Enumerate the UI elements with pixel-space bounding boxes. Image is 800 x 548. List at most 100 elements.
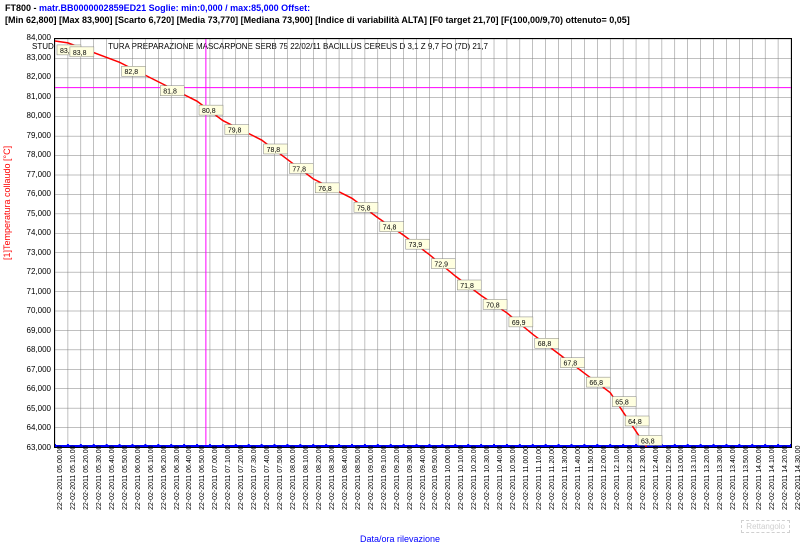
svg-text:76,8: 76,8: [318, 186, 332, 193]
x-tick-label: 22-02-2011 11.00.00: [523, 450, 530, 510]
x-tick-label: 22-02-2011 06.20.00: [161, 450, 168, 510]
svg-text:75,8: 75,8: [357, 205, 371, 212]
svg-text:83,8: 83,8: [73, 50, 87, 57]
y-tick-label: 72,000: [11, 267, 51, 276]
x-tick-label: 22-02-2011 12.00.00: [601, 450, 608, 510]
x-tick-label: 22-02-2011 05.50.00: [122, 450, 129, 510]
x-tick-label: 22-02-2011 05.30.00: [96, 450, 103, 510]
svg-text:80,8: 80,8: [202, 108, 216, 115]
x-tick-label: 22-02-2011 06.50.00: [199, 450, 206, 510]
y-tick-label: 73,000: [11, 248, 51, 257]
y-tick-label: 80,000: [11, 111, 51, 120]
x-tick-label: 22-02-2011 14.30.00: [795, 450, 800, 510]
y-tick-label: 84,000: [11, 33, 51, 42]
svg-text:63,8: 63,8: [641, 438, 655, 445]
svg-text:68,8: 68,8: [538, 341, 552, 348]
chart-plot-area: 83,983,882,881,880,879,878,877,876,875,8…: [54, 38, 792, 448]
y-tick-label: 69,000: [11, 326, 51, 335]
svg-text:82,8: 82,8: [125, 69, 139, 76]
y-tick-label: 81,000: [11, 92, 51, 101]
y-tick-label: 77,000: [11, 170, 51, 179]
y-tick-label: 76,000: [11, 189, 51, 198]
x-tick-label: 22-02-2011 09.30.00: [407, 450, 414, 510]
svg-text:79,8: 79,8: [228, 128, 242, 135]
x-tick-label: 22-02-2011 12.50.00: [666, 450, 673, 510]
x-tick-label: 22-02-2011 10.50.00: [510, 450, 517, 510]
x-tick-label: 22-02-2011 12.30.00: [640, 450, 647, 510]
header-prefix: FT800 -: [5, 3, 39, 13]
svg-text:65,8: 65,8: [615, 400, 629, 407]
y-tick-label: 67,000: [11, 365, 51, 374]
x-tick-label: 22-02-2011 13.30.00: [717, 450, 724, 510]
x-tick-label: 22-02-2011 10.00.00: [445, 450, 452, 510]
x-tick-label: 22-02-2011 11.20.00: [549, 450, 556, 510]
x-tick-label: 22-02-2011 13.00.00: [678, 450, 685, 510]
y-tick-label: 78,000: [11, 150, 51, 159]
rectangle-button[interactable]: Rettangolo: [741, 520, 790, 533]
x-tick-label: 22-02-2011 06.00.00: [135, 450, 142, 510]
x-axis-label: Data/ora rilevazione: [0, 534, 800, 544]
y-tick-label: 74,000: [11, 228, 51, 237]
x-tick-label: 22-02-2011 11.50.00: [588, 450, 595, 510]
svg-text:71,8: 71,8: [460, 283, 474, 290]
x-tick-label: 22-02-2011 09.50.00: [432, 450, 439, 510]
svg-text:81,8: 81,8: [163, 89, 177, 96]
x-tick-label: 22-02-2011 10.40.00: [497, 450, 504, 510]
y-tick-label: 66,000: [11, 384, 51, 393]
x-tick-label: 22-02-2011 11.30.00: [562, 450, 569, 510]
x-tick-label: 22-02-2011 14.00.00: [756, 450, 763, 510]
y-tick-label: 65,000: [11, 404, 51, 413]
x-tick-label: 22-02-2011 14.10.00: [769, 450, 776, 510]
x-tick-label: 22-02-2011 12.20.00: [627, 450, 634, 510]
svg-text:69,9: 69,9: [512, 320, 526, 327]
y-tick-label: 75,000: [11, 209, 51, 218]
x-tick-label: 22-02-2011 05.40.00: [109, 450, 116, 510]
x-tick-label: 22-02-2011 07.30.00: [251, 450, 258, 510]
y-tick-label: 71,000: [11, 287, 51, 296]
x-tick-label: 22-02-2011 06.30.00: [174, 450, 181, 510]
x-tick-label: 22-02-2011 09.00.00: [368, 450, 375, 510]
svg-text:67,8: 67,8: [564, 361, 578, 368]
x-tick-label: 22-02-2011 06.10.00: [148, 450, 155, 510]
svg-text:74,8: 74,8: [383, 225, 397, 232]
y-tick-label: 63,000: [11, 443, 51, 452]
svg-text:73,9: 73,9: [409, 242, 423, 249]
x-tick-label: 22-02-2011 07.10.00: [225, 450, 232, 510]
x-tick-label: 22-02-2011 13.20.00: [704, 450, 711, 510]
x-tick-label: 22-02-2011 07.40.00: [264, 450, 271, 510]
x-tick-label: 22-02-2011 14.20.00: [782, 450, 789, 510]
x-tick-label: 22-02-2011 12.40.00: [653, 450, 660, 510]
x-tick-label: 22-02-2011 11.10.00: [536, 450, 543, 510]
x-tick-label: 22-02-2011 08.30.00: [329, 450, 336, 510]
x-tick-label: 22-02-2011 11.40.00: [575, 450, 582, 510]
x-tick-label: 22-02-2011 08.40.00: [342, 450, 349, 510]
x-tick-label: 22-02-2011 09.20.00: [394, 450, 401, 510]
header-matr: matr.BB0000002859ED21 Soglie: min:0,000 …: [39, 3, 310, 13]
svg-text:72,9: 72,9: [434, 262, 448, 269]
x-tick-label: 22-02-2011 05.10.00: [70, 450, 77, 510]
svg-text:66,8: 66,8: [589, 380, 603, 387]
y-axis-label: [1]Temperatura collaudo [°C]: [2, 146, 12, 260]
y-tick-label: 83,000: [11, 53, 51, 62]
x-tick-label: 22-02-2011 12.10.00: [614, 450, 621, 510]
svg-text:64,8: 64,8: [628, 419, 642, 426]
x-tick-label: 22-02-2011 07.20.00: [238, 450, 245, 510]
x-tick-label: 22-02-2011 08.50.00: [355, 450, 362, 510]
svg-text:70,8: 70,8: [486, 302, 500, 309]
subtitle-prefix: STUD: [32, 42, 54, 51]
x-tick-label: 22-02-2011 05.20.00: [83, 450, 90, 510]
x-tick-label: 22-02-2011 10.10.00: [458, 450, 465, 510]
header-stats: [Min 62,800] [Max 83,900] [Scarto 6,720]…: [5, 15, 630, 25]
x-tick-label: 22-02-2011 07.50.00: [277, 450, 284, 510]
x-tick-label: 22-02-2011 10.20.00: [471, 450, 478, 510]
chart-svg: 83,983,882,881,880,879,878,877,876,875,8…: [55, 39, 791, 447]
x-tick-label: 22-02-2011 09.10.00: [381, 450, 388, 510]
y-tick-label: 82,000: [11, 72, 51, 81]
x-tick-label: 22-02-2011 08.20.00: [316, 450, 323, 510]
svg-text:78,8: 78,8: [267, 147, 281, 154]
y-tick-label: 79,000: [11, 131, 51, 140]
y-tick-label: 68,000: [11, 345, 51, 354]
x-tick-label: 22-02-2011 09.40.00: [420, 450, 427, 510]
x-tick-label: 22-02-2011 10.30.00: [484, 450, 491, 510]
x-tick-label: 22-02-2011 13.10.00: [691, 450, 698, 510]
